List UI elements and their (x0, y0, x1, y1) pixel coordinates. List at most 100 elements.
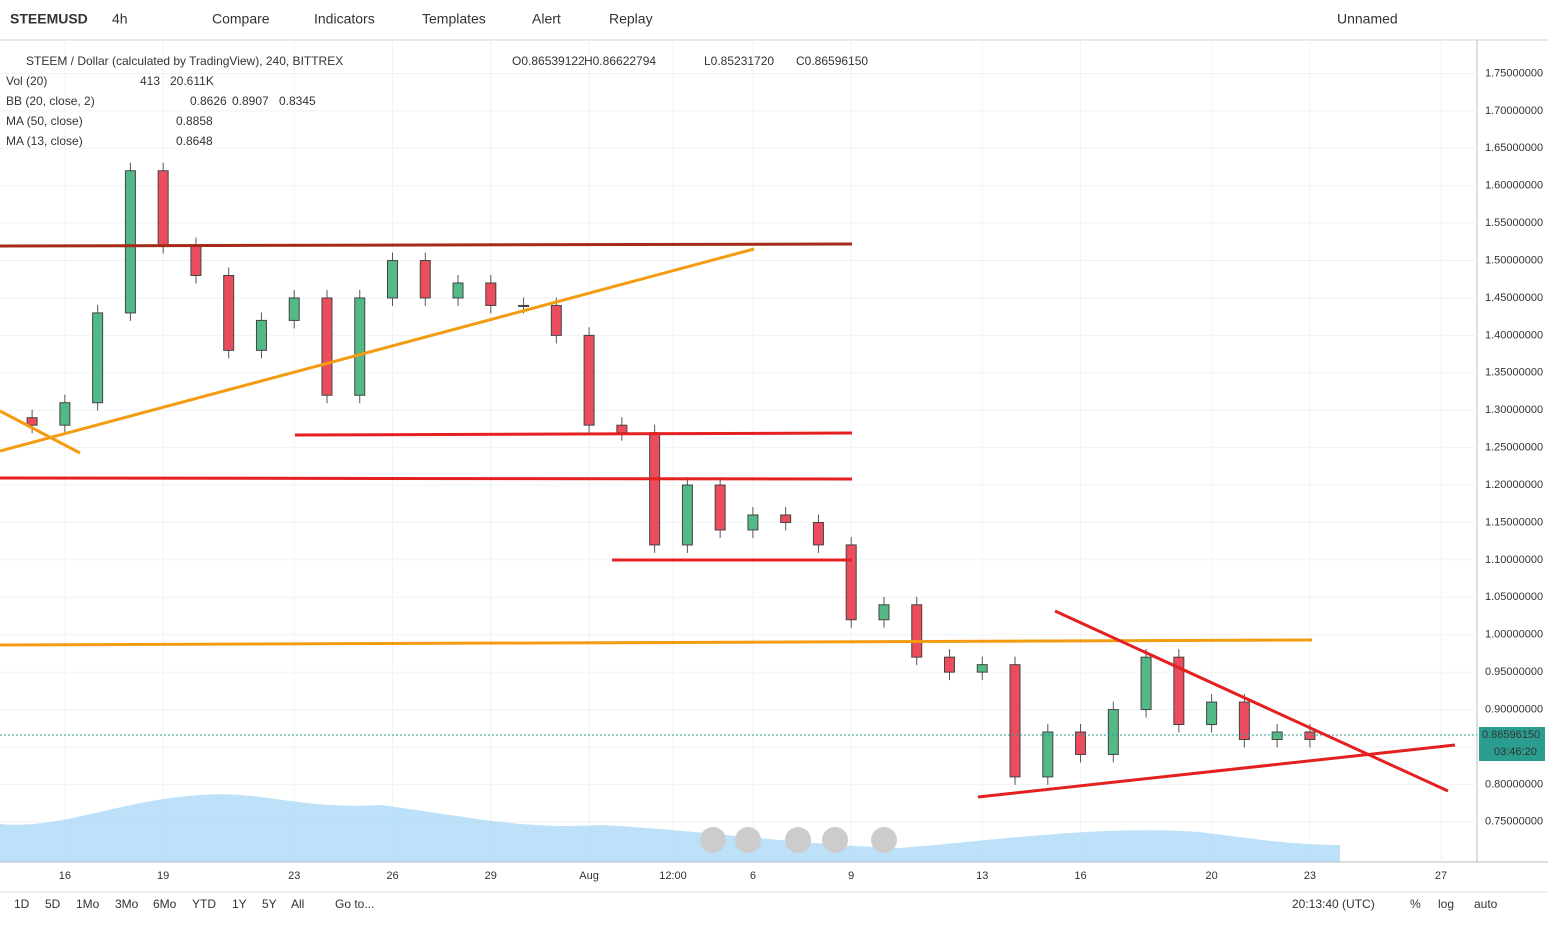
last-price-label: 0.86596150 (1482, 729, 1540, 741)
y-tick-label: 1.70000000 (1485, 105, 1543, 117)
zoom-out[interactable] (700, 827, 726, 853)
study-value: 0.8648 (176, 134, 213, 148)
toolbar-button[interactable]: Templates (422, 11, 486, 27)
candle-body (747, 514, 759, 531)
candle-body (354, 297, 366, 396)
hline (0, 476, 853, 481)
x-tick-label: 26 (386, 870, 398, 882)
y-tick-label: 1.20000000 (1485, 479, 1543, 491)
interval[interactable]: 4h (112, 11, 128, 27)
y-tick-label: 1.60000000 (1485, 180, 1543, 192)
volume-area (0, 794, 1340, 862)
candle-body (1238, 701, 1250, 740)
study-value: 0.8345 (279, 94, 316, 108)
scroll-left[interactable] (785, 827, 811, 853)
y-tick-label: 0.80000000 (1485, 778, 1543, 790)
auto-toggle[interactable]: auto (1474, 897, 1498, 911)
study-name: MA (13, close) (6, 134, 83, 148)
x-tick-label: 13 (976, 870, 988, 882)
x-tick-label: 20 (1205, 870, 1217, 882)
range-button[interactable]: 6Mo (153, 897, 177, 911)
study-value: 0.8858 (176, 114, 213, 128)
y-tick-label: 1.55000000 (1485, 217, 1543, 229)
top-toolbar (0, 0, 1548, 40)
y-tick-label: 1.15000000 (1485, 516, 1543, 528)
nav-buttons (700, 827, 897, 853)
candle-body (1206, 701, 1218, 726)
candle-body (190, 245, 202, 277)
candle-body (255, 319, 267, 351)
y-tick-label: 1.50000000 (1485, 254, 1543, 266)
toolbar-button[interactable]: Alert (532, 11, 561, 27)
candle-body (26, 417, 38, 426)
study-value: 413 (140, 74, 160, 88)
zoom-in[interactable] (735, 827, 761, 853)
y-tick-label: 1.65000000 (1485, 142, 1543, 154)
ohlc-value: C0.86596150 (796, 54, 868, 68)
drawings (0, 242, 1456, 799)
range-button[interactable]: YTD (192, 897, 216, 911)
candle-body (124, 170, 136, 314)
log-toggle[interactable]: log (1438, 897, 1454, 911)
x-tick-label: 27 (1435, 870, 1447, 882)
range-button[interactable]: 3Mo (115, 897, 139, 911)
x-tick-label: 16 (1074, 870, 1086, 882)
range-button[interactable]: 5Y (262, 897, 277, 911)
y-tick-label: 1.40000000 (1485, 329, 1543, 341)
x-tick-label: 9 (848, 870, 854, 882)
candle-body (1140, 656, 1152, 711)
y-tick-label: 1.00000000 (1485, 629, 1543, 641)
candle-body (518, 304, 530, 307)
countdown: 03:46:20 (1494, 746, 1537, 758)
x-tick-label: 12:00 (659, 870, 687, 882)
y-tick-label: 1.75000000 (1485, 67, 1543, 79)
scroll-right[interactable] (822, 827, 848, 853)
hline (0, 638, 1313, 647)
goto[interactable]: Go to... (335, 897, 374, 911)
hline (0, 242, 853, 248)
percent-toggle[interactable]: % (1410, 897, 1421, 911)
range-button[interactable]: 1D (14, 897, 30, 911)
range-button[interactable]: All (291, 897, 304, 911)
candle-body (223, 275, 235, 351)
legend-title: STEEM / Dollar (calculated by TradingVie… (26, 54, 343, 68)
ohlc-value: O0.86539122 (512, 54, 585, 68)
candle-body (1075, 731, 1087, 755)
candle-body (452, 282, 464, 299)
range-button[interactable]: 1Y (232, 897, 247, 911)
trend-line (0, 409, 81, 455)
layout-name[interactable]: Unnamed (1337, 11, 1398, 27)
study-value: 0.8907 (232, 94, 269, 108)
x-tick-label: 23 (288, 870, 300, 882)
candle-body (1304, 731, 1316, 740)
candle-body (1107, 709, 1119, 755)
toolbar-button[interactable]: Indicators (314, 11, 375, 27)
x-tick-label: 16 (59, 870, 71, 882)
study-value: 20.611K (170, 74, 214, 88)
candle-body (1271, 731, 1283, 740)
candle-body (485, 282, 497, 306)
candle-body (878, 604, 890, 621)
study-name: BB (20, close, 2) (6, 94, 95, 108)
candle-body (681, 484, 693, 546)
candle-body (1173, 656, 1185, 726)
y-tick-label: 1.10000000 (1485, 554, 1543, 566)
range-button[interactable]: 1Mo (76, 897, 100, 911)
study-value: 0.8626 (190, 94, 227, 108)
x-tick-label: 29 (485, 870, 497, 882)
candle-body (288, 297, 300, 321)
candle-body (1009, 664, 1021, 778)
candle-body (583, 334, 595, 426)
y-tick-label: 0.90000000 (1485, 703, 1543, 715)
y-tick-label: 0.75000000 (1485, 816, 1543, 828)
candle-body (616, 424, 628, 434)
candle-body (976, 664, 988, 673)
toolbar-button[interactable]: Replay (609, 11, 653, 27)
ohlc-value: H0.86622794 (584, 54, 656, 68)
toolbar-button[interactable]: Compare (212, 11, 270, 27)
symbol[interactable]: STEEMUSD (10, 11, 88, 27)
range-button[interactable]: 5D (45, 897, 61, 911)
reset[interactable] (871, 827, 897, 853)
candle-body (911, 604, 923, 658)
study-name: MA (50, close) (6, 114, 83, 128)
